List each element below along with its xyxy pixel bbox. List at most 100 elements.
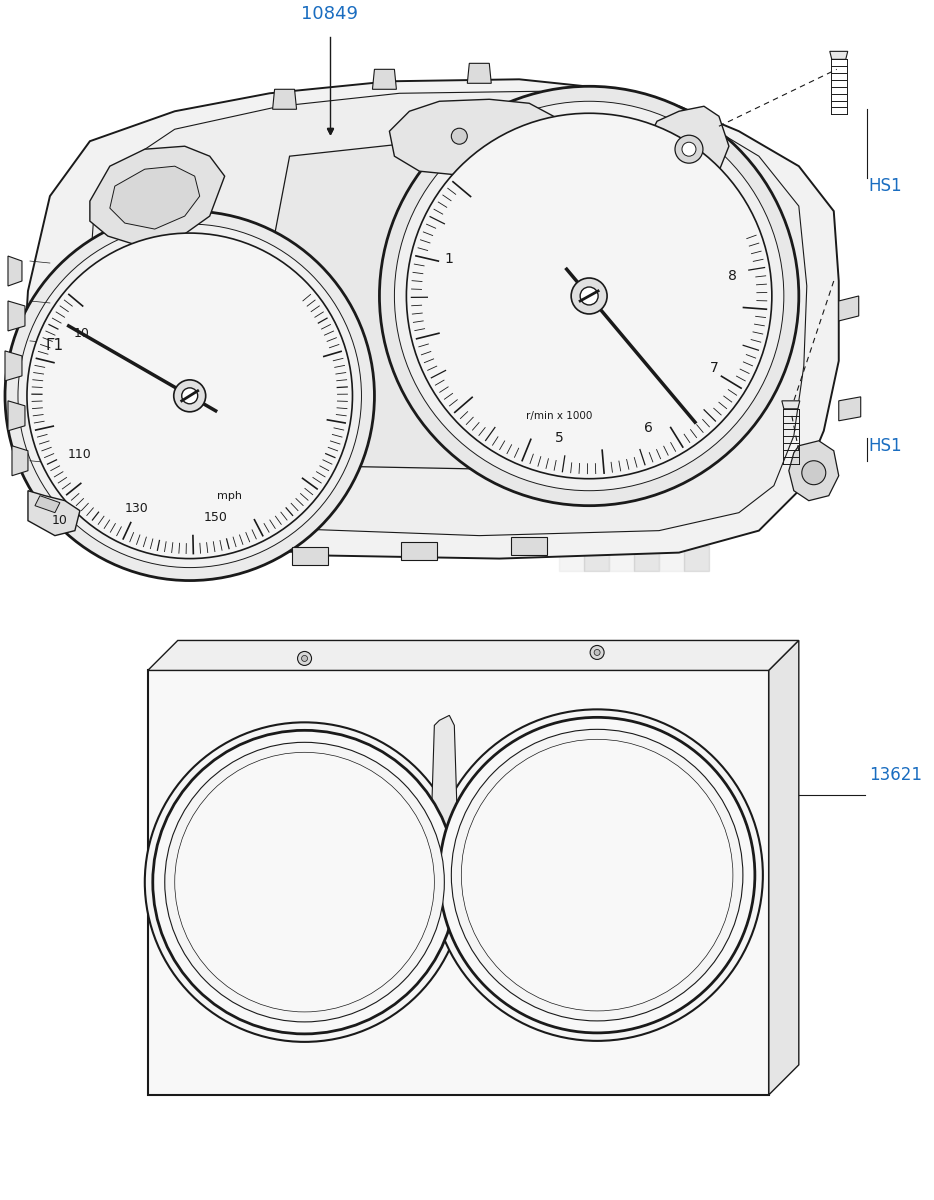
Bar — [584, 470, 609, 496]
Polygon shape — [8, 401, 25, 431]
Bar — [609, 521, 634, 546]
Polygon shape — [35, 496, 60, 512]
Text: car  parts: car parts — [234, 517, 366, 545]
Polygon shape — [12, 445, 28, 475]
Ellipse shape — [153, 731, 457, 1034]
Polygon shape — [5, 350, 22, 380]
Ellipse shape — [298, 652, 312, 666]
Bar — [634, 521, 659, 546]
Bar — [609, 421, 634, 445]
Ellipse shape — [174, 380, 205, 412]
Bar — [559, 470, 584, 496]
Bar — [634, 421, 659, 445]
Polygon shape — [389, 100, 569, 176]
Ellipse shape — [682, 143, 696, 156]
Polygon shape — [782, 401, 800, 409]
Text: 10849: 10849 — [301, 5, 358, 23]
Bar — [559, 496, 584, 521]
Ellipse shape — [801, 461, 826, 485]
Bar — [402, 541, 437, 559]
Ellipse shape — [461, 739, 733, 1010]
Polygon shape — [789, 440, 839, 500]
Bar — [684, 445, 709, 470]
Bar — [659, 521, 684, 546]
Ellipse shape — [580, 287, 598, 305]
Bar — [609, 546, 634, 570]
Text: 10: 10 — [74, 326, 90, 340]
Polygon shape — [839, 296, 858, 320]
Bar — [684, 546, 709, 570]
Bar — [634, 445, 659, 470]
Ellipse shape — [590, 646, 604, 660]
Polygon shape — [839, 397, 861, 421]
Polygon shape — [148, 641, 799, 671]
Bar — [609, 445, 634, 470]
Bar — [659, 546, 684, 570]
Ellipse shape — [432, 709, 763, 1040]
Polygon shape — [647, 107, 729, 186]
Bar — [634, 546, 659, 570]
Polygon shape — [432, 715, 458, 886]
Text: 7: 7 — [710, 361, 719, 376]
Bar — [584, 421, 609, 445]
Bar — [559, 521, 584, 546]
Bar — [659, 445, 684, 470]
Ellipse shape — [18, 224, 361, 568]
Bar — [559, 546, 584, 570]
Text: 8: 8 — [729, 269, 737, 283]
Polygon shape — [8, 301, 25, 331]
Ellipse shape — [675, 136, 703, 163]
Bar — [584, 445, 609, 470]
Bar — [609, 496, 634, 521]
Bar — [634, 470, 659, 496]
Ellipse shape — [164, 743, 445, 1022]
Text: r/min x 1000: r/min x 1000 — [526, 410, 592, 421]
Text: HS1: HS1 — [869, 437, 902, 455]
Bar — [684, 470, 709, 496]
Bar — [584, 546, 609, 570]
Ellipse shape — [145, 722, 464, 1042]
Polygon shape — [769, 641, 799, 1094]
Text: HS1: HS1 — [869, 178, 902, 196]
Bar — [684, 521, 709, 546]
Text: 150: 150 — [204, 511, 228, 524]
Text: Γ1: Γ1 — [46, 338, 64, 354]
Ellipse shape — [394, 101, 784, 491]
Ellipse shape — [302, 655, 307, 661]
Text: 13621: 13621 — [869, 767, 922, 785]
Bar — [584, 496, 609, 521]
Ellipse shape — [27, 233, 352, 558]
Polygon shape — [90, 146, 225, 246]
Ellipse shape — [175, 752, 434, 1012]
Ellipse shape — [379, 86, 799, 505]
Ellipse shape — [182, 388, 198, 404]
Polygon shape — [88, 91, 807, 535]
Text: 6: 6 — [644, 421, 653, 436]
Polygon shape — [28, 491, 80, 535]
Text: 130: 130 — [125, 503, 149, 516]
Ellipse shape — [406, 113, 771, 479]
Bar — [291, 547, 328, 564]
Polygon shape — [22, 79, 839, 558]
Ellipse shape — [439, 718, 755, 1033]
Polygon shape — [467, 64, 491, 83]
Bar — [634, 496, 659, 521]
Ellipse shape — [451, 730, 743, 1021]
Text: 5: 5 — [555, 431, 563, 445]
Polygon shape — [110, 166, 200, 229]
Polygon shape — [273, 89, 297, 109]
Bar — [659, 496, 684, 521]
Ellipse shape — [451, 128, 467, 144]
Polygon shape — [270, 131, 614, 470]
Bar — [659, 470, 684, 496]
Bar — [584, 521, 609, 546]
Bar — [684, 421, 709, 445]
Polygon shape — [829, 52, 848, 59]
Bar — [559, 421, 584, 445]
Bar — [609, 470, 634, 496]
Polygon shape — [148, 671, 769, 1094]
Text: Scuderia: Scuderia — [155, 457, 484, 523]
Text: 1: 1 — [445, 252, 454, 265]
Polygon shape — [8, 256, 22, 286]
Text: mph: mph — [218, 491, 242, 500]
